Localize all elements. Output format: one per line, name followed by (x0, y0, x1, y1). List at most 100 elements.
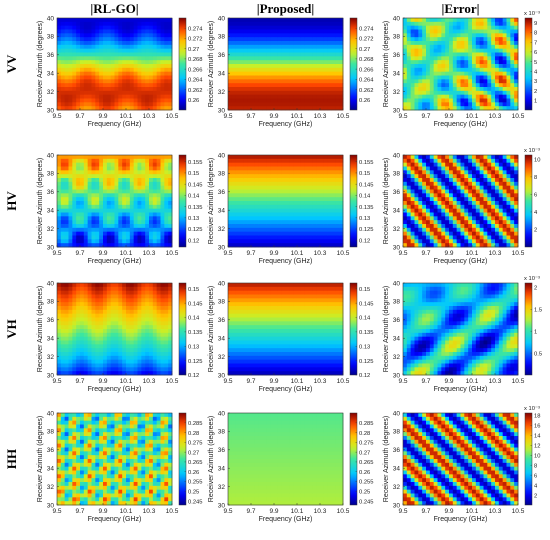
heatmap-cell (88, 56, 92, 60)
heatmap-cell (453, 91, 457, 95)
heatmap-cell (164, 186, 168, 190)
heatmap-cell (464, 83, 468, 87)
heatmap-cell (441, 41, 445, 45)
heatmap-cell (461, 87, 465, 91)
heatmap-cell (484, 37, 488, 41)
heatmap-cell (99, 314, 103, 318)
heatmap-cell (84, 197, 88, 201)
heatmap-cell (407, 236, 411, 240)
heatmap-cell (418, 95, 422, 99)
heatmap-cell (103, 87, 107, 91)
heatmap-cell (126, 83, 130, 87)
heatmap-cell (115, 318, 119, 322)
heatmap-cell (263, 167, 267, 171)
heatmap-cell (80, 163, 84, 167)
heatmap-cell (316, 45, 320, 49)
heatmap-cell (134, 159, 138, 163)
heatmap-cell (305, 53, 309, 57)
heatmap-cell (99, 295, 103, 299)
heatmap-cell (464, 87, 468, 91)
heatmap-cell (422, 186, 426, 190)
heatmap-cell (407, 201, 411, 205)
heatmap-cell (145, 37, 149, 41)
heatmap-cell (247, 201, 251, 205)
heatmap-cell (65, 167, 69, 171)
heatmap-cell (293, 45, 297, 49)
heatmap-cell (441, 205, 445, 209)
heatmap-cell (88, 356, 92, 360)
heatmap-cell (332, 163, 336, 167)
heatmap-cell (282, 224, 286, 228)
heatmap-cell (103, 364, 107, 368)
heatmap-cell (69, 283, 73, 287)
heatmap-cell (228, 41, 232, 45)
heatmap-cell (65, 41, 69, 45)
heatmap-cell (312, 18, 316, 22)
heatmap-cell (309, 45, 313, 49)
heatmap-cell (65, 174, 69, 178)
heatmap-cell (88, 91, 92, 95)
heatmap-cell (138, 37, 142, 41)
heatmap-cell (76, 68, 80, 72)
heatmap-cell (457, 56, 461, 60)
heatmap-cell (487, 190, 491, 194)
heatmap-cell (107, 216, 111, 220)
heatmap-cell (476, 79, 480, 83)
heatmap-cell (510, 190, 514, 194)
heatmap-cell (480, 186, 484, 190)
heatmap-cell (236, 60, 240, 64)
heatmap-cell (153, 216, 157, 220)
heatmap-cell (457, 72, 461, 76)
heatmap-cell (278, 45, 282, 49)
heatmap-cell (228, 49, 232, 53)
x-tick-label: 9.9 (269, 250, 278, 257)
heatmap-cell (126, 155, 130, 159)
heatmap-cell (422, 87, 426, 91)
heatmap-cell (164, 37, 168, 41)
heatmap-cell (69, 30, 73, 34)
heatmap-cell (153, 167, 157, 171)
heatmap-cell (259, 56, 263, 60)
heatmap-cell (99, 102, 103, 106)
heatmap-cell (236, 213, 240, 217)
heatmap-cell (164, 213, 168, 217)
heatmap-cell (84, 95, 88, 99)
heatmap-cell (255, 64, 259, 68)
heatmap-cell (236, 163, 240, 167)
heatmap-cell (99, 174, 103, 178)
heatmap-cell (312, 197, 316, 201)
y-tick-label: 36 (218, 52, 226, 59)
heatmap-cell (418, 197, 422, 201)
heatmap-cell (228, 37, 232, 41)
heatmap-cell (164, 26, 168, 30)
heatmap-cell (243, 155, 247, 159)
heatmap-cell (149, 232, 153, 236)
heatmap-cell (263, 236, 267, 240)
heatmap-cell (415, 213, 419, 217)
heatmap-cell (99, 310, 103, 314)
heatmap-cell (157, 167, 161, 171)
heatmap-cell (138, 95, 142, 99)
heatmap-cell (65, 91, 69, 95)
heatmap-cell (228, 72, 232, 76)
heatmap-cell (438, 216, 442, 220)
heatmap-cell (88, 201, 92, 205)
heatmap-cell (107, 155, 111, 159)
heatmap-cell (507, 213, 511, 217)
heatmap-cell (316, 205, 320, 209)
heatmap-cell (95, 49, 99, 53)
heatmap-cell (411, 213, 415, 217)
heatmap-cell (445, 87, 449, 91)
heatmap-cell (103, 79, 107, 83)
heatmap-cell (403, 26, 407, 30)
heatmap-cell (103, 193, 107, 197)
heatmap-cell (301, 163, 305, 167)
heatmap-cell (134, 167, 138, 171)
colorbar-tick-label: 0.26 (188, 98, 199, 104)
heatmap-cell (278, 87, 282, 91)
heatmap-cell (95, 224, 99, 228)
heatmap-cell (95, 209, 99, 213)
heatmap-cell (84, 321, 88, 325)
colorbar-tick-label: 0.145 (188, 182, 203, 188)
heatmap-cell (274, 33, 278, 37)
